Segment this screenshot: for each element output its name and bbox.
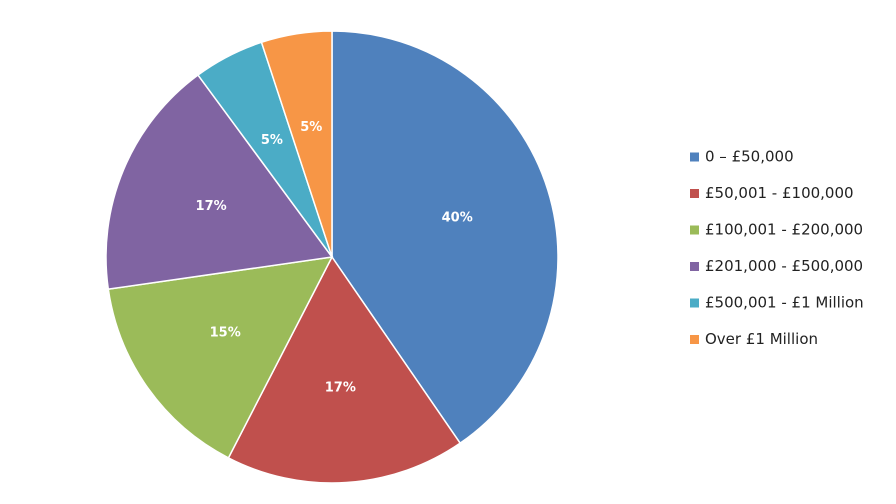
legend-item-over-1-million: Over £1 Million xyxy=(690,330,818,348)
legend-label: £201,000 - £500,000 xyxy=(705,257,863,275)
legend-label: Over £1 Million xyxy=(705,330,818,348)
legend-swatch xyxy=(690,189,699,198)
pie-slice-0-50-000 xyxy=(331,30,559,445)
data-label-0-50-000: 40% xyxy=(442,211,473,226)
legend-swatch xyxy=(690,335,699,344)
pie-slice-100-001-200-000 xyxy=(107,256,334,459)
legend-swatch xyxy=(690,262,699,271)
legend-label: 0 – £50,000 xyxy=(705,148,794,166)
data-label-50-001-100-000: 17% xyxy=(325,380,356,395)
legend-item-0-50-000: 0 – £50,000 xyxy=(690,148,794,166)
legend-swatch xyxy=(690,225,699,235)
legend: 0 – £50,000 £50,001 - £100,000 £100,001 - … xyxy=(690,148,864,348)
pie-slices xyxy=(105,30,559,484)
legend-label: £50,001 - £100,000 xyxy=(705,184,854,202)
data-label-201-000-500-000: 17% xyxy=(196,199,227,214)
legend-item-500-001-1-million: £500,001 - £1 Million xyxy=(690,294,864,312)
data-label-over-1-million: 5% xyxy=(300,120,322,135)
legend-swatch xyxy=(690,298,699,308)
legend-item-201-000-500-000: £201,000 - £500,000 xyxy=(690,257,863,275)
legend-item-50-001-100-000: £50,001 - £100,000 xyxy=(690,184,854,202)
pie-data-labels: 40% 17% 15% 17% 5% 5% xyxy=(196,120,473,395)
data-label-500-001-1-million: 5% xyxy=(261,133,283,148)
legend-item-100-001-200-000: £100,001 - £200,000 xyxy=(690,221,863,239)
legend-swatch xyxy=(690,152,699,162)
legend-label: £100,001 - £200,000 xyxy=(705,221,863,239)
pie-slice-over-1-million xyxy=(260,30,333,258)
pie-slice-201-000-500-000 xyxy=(105,73,334,291)
data-label-100-001-200-000: 15% xyxy=(210,326,241,341)
legend-label: £500,001 - £1 Million xyxy=(705,294,864,312)
pie-slice-50-001-100-000 xyxy=(227,255,462,484)
